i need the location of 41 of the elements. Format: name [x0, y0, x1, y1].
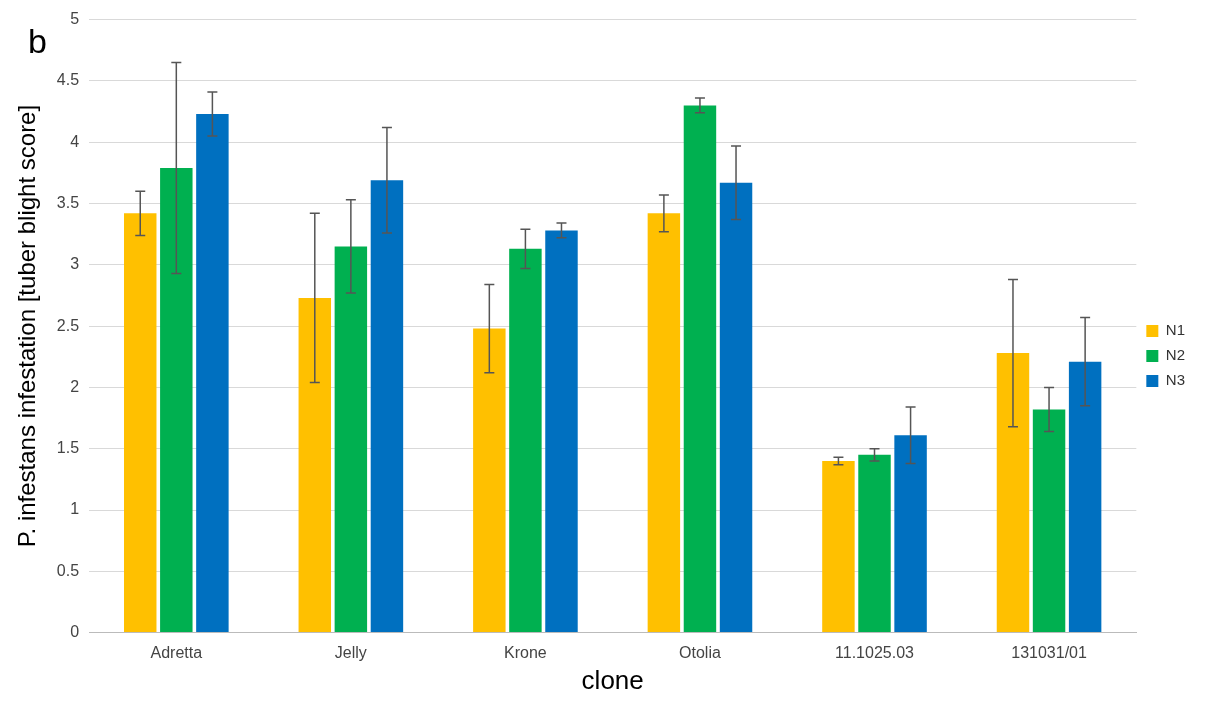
bar: [647, 213, 681, 633]
x-tick-label: Krone: [504, 643, 547, 661]
bar: [509, 248, 542, 633]
y-tick-label: 0: [70, 623, 80, 641]
bar: [1032, 409, 1066, 633]
y-tick-label: 1.5: [56, 439, 80, 457]
y-tick-label: 0.5: [56, 561, 80, 579]
x-tick-label: Otolia: [679, 643, 721, 661]
y-tick-label: 1: [70, 500, 80, 518]
legend-label: N3: [1165, 371, 1186, 389]
bar: [1068, 361, 1102, 633]
y-tick-label: 4: [70, 132, 80, 150]
y-tick-label: 3: [70, 255, 80, 273]
bar: [124, 213, 157, 633]
y-tick-label: 5: [70, 10, 80, 28]
y-axis-title: P. infestans infestation [tuber blight score]: [13, 104, 41, 548]
bar: [858, 454, 891, 633]
x-axis-title: clone: [581, 664, 644, 695]
bar: [996, 353, 1030, 633]
bar: [719, 182, 753, 633]
bar: [545, 230, 578, 633]
bar: [683, 105, 717, 633]
bar: [160, 167, 193, 633]
x-tick-label: Jelly: [334, 643, 367, 661]
bar: [822, 460, 855, 633]
x-tick-label: Adretta: [150, 643, 203, 661]
bar: [370, 180, 404, 633]
x-tick-label: 11.1025.03: [835, 643, 915, 661]
y-tick-label: 3.5: [56, 193, 80, 211]
y-tick-label: 2.5: [56, 316, 80, 334]
bar: [298, 297, 332, 633]
legend-label: N2: [1165, 346, 1186, 364]
x-tick-label: 131031/01: [1011, 643, 1087, 661]
bar: [334, 246, 368, 633]
legend-label: N1: [1165, 321, 1186, 339]
y-tick-label: 2: [70, 377, 80, 395]
bar: [894, 435, 927, 633]
bar: [473, 328, 506, 633]
bar: [196, 114, 229, 633]
text: b: [28, 22, 47, 61]
y-tick-label: 4.5: [56, 71, 80, 89]
